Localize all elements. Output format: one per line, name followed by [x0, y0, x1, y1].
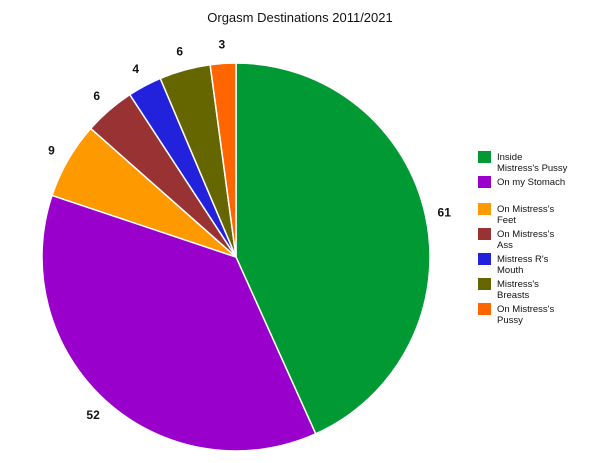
- chart-title: Orgasm Destinations 2011/2021: [207, 10, 392, 25]
- legend-swatch-inside-mistress-s-pussy: [478, 151, 491, 163]
- pie-value-label-on-mistress-s-pussy: 3: [218, 38, 225, 52]
- pie-slice-on-mistress-s-pussy: [209, 62, 237, 258]
- legend: Inside Mistress's Pussy On my Stomach On Mi…: [478, 151, 568, 326]
- pie-value-label-mistress-s-breasts: 6: [176, 45, 183, 59]
- legend-swatch-on-mistress-s-feet: [478, 203, 491, 215]
- legend-label-inside-mistress-s-pussy: Inside Mistress's Pussy: [497, 152, 568, 174]
- pie-slice-inside-mistress-s-pussy: [235, 62, 431, 435]
- legend-label-mistress-r-s-mouth: Mistress R's Mouth: [497, 254, 549, 276]
- legend-swatch-on-my-stomach: [478, 176, 491, 188]
- pie-value-label-mistress-r-s-mouth: 4: [132, 62, 139, 76]
- legend-swatch-mistress-r-s-mouth: [478, 253, 491, 265]
- legend-label-on-mistress-s-pussy: On Mistress's Pussy: [497, 304, 554, 326]
- pie-value-label-on-my-stomach: 52: [86, 408, 100, 422]
- legend-label-mistress-s-breasts: Mistress's Breasts: [497, 279, 539, 301]
- pie-slices: [41, 62, 431, 452]
- legend-label-on-mistress-s-feet: On Mistress's Feet: [497, 204, 554, 226]
- legend-swatch-mistress-s-breasts: [478, 278, 491, 290]
- legend-label-on-my-stomach: On my Stomach: [497, 177, 565, 188]
- pie-value-label-inside-mistress-s-pussy: 61: [438, 205, 452, 219]
- legend-swatch-on-mistress-s-pussy: [478, 303, 491, 315]
- pie-value-label-on-mistress-s-feet: 9: [48, 144, 55, 158]
- pie-value-label-on-mistress-s-ass: 6: [93, 89, 100, 103]
- legend-label-on-mistress-s-ass: On Mistress's Ass: [497, 229, 554, 251]
- legend-swatch-on-mistress-s-ass: [478, 228, 491, 240]
- pie-slice-on-my-stomach: [41, 194, 317, 452]
- pie-value-labels: 61 52 9 6 4 6 3: [48, 38, 451, 423]
